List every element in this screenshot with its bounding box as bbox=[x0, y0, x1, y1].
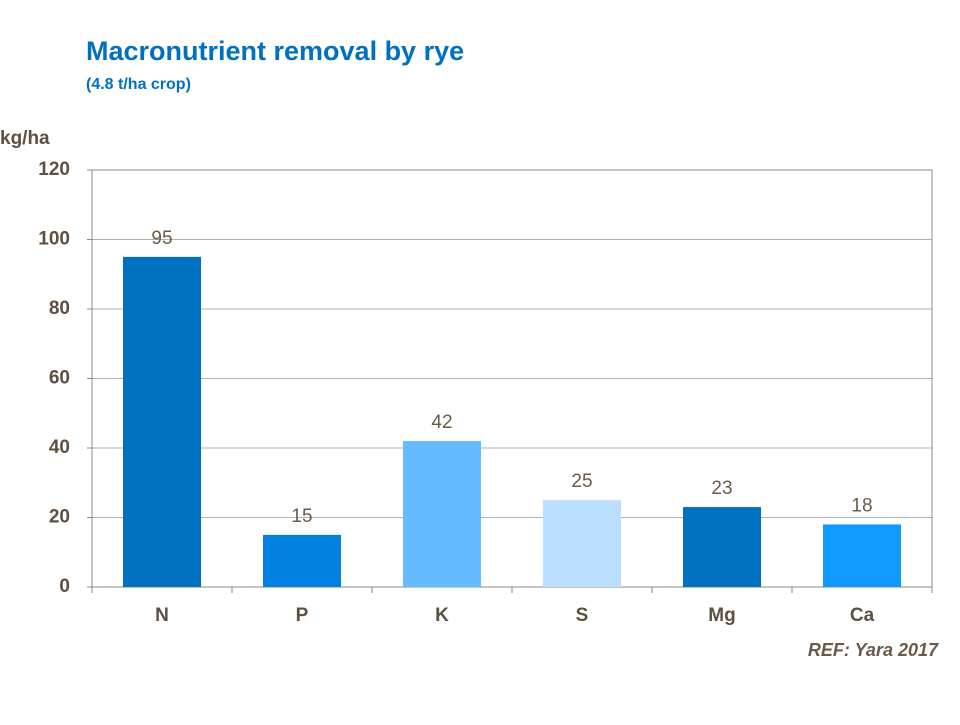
x-tick-label: N bbox=[155, 605, 169, 626]
value-label: 18 bbox=[851, 495, 872, 516]
x-tick-label: S bbox=[576, 605, 589, 626]
source: REF: Yara 2017 bbox=[808, 640, 939, 660]
x-tick-label: K bbox=[435, 605, 449, 626]
y-tick-label: 60 bbox=[49, 368, 70, 389]
x-tick-label: Mg bbox=[708, 605, 735, 626]
y-tick-label: 120 bbox=[38, 159, 70, 180]
bar bbox=[823, 524, 901, 587]
bar bbox=[543, 500, 621, 587]
y-tick-label: 20 bbox=[49, 507, 70, 528]
value-label: 25 bbox=[571, 471, 592, 492]
chart-title: Macronutrient removal by rye bbox=[86, 36, 464, 66]
bar bbox=[263, 534, 341, 587]
x-tick-label: Ca bbox=[850, 605, 875, 626]
chart-subtitle: (4.8 t/ha crop) bbox=[86, 76, 191, 93]
y-tick-label: 100 bbox=[38, 229, 70, 250]
value-label: 95 bbox=[151, 228, 172, 249]
y-tick-label: 0 bbox=[59, 576, 70, 597]
bar bbox=[683, 507, 761, 587]
bar bbox=[123, 256, 201, 587]
value-label: 42 bbox=[431, 412, 452, 433]
value-label: 15 bbox=[291, 506, 312, 527]
y-axis-label: kg/ha bbox=[0, 128, 50, 149]
x-tick-label: P bbox=[296, 605, 309, 626]
y-tick-label: 40 bbox=[49, 437, 70, 458]
bar bbox=[403, 441, 481, 587]
y-tick-label: 80 bbox=[49, 298, 70, 319]
value-label: 23 bbox=[711, 478, 732, 499]
